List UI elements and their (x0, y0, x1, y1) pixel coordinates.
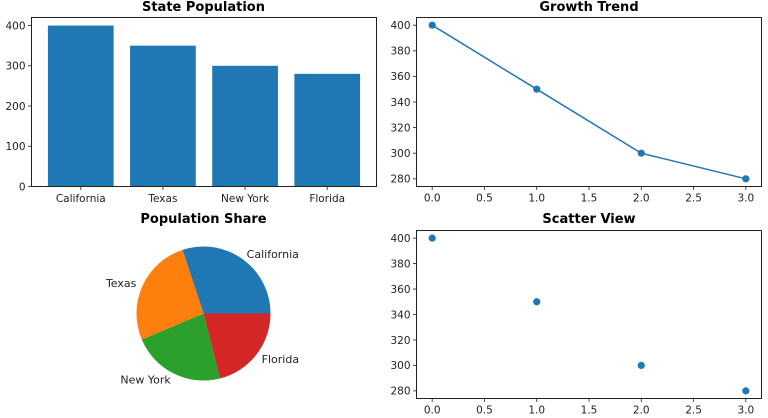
y-tick-label: 400 (390, 233, 410, 245)
scatter-point (533, 298, 541, 306)
y-tick-label: 380 (390, 46, 410, 58)
y-tick-label: 300 (390, 148, 410, 160)
y-tick-label: 300 (5, 61, 25, 73)
bar-axes-frame (31, 17, 377, 187)
x-tick-label: 0.0 (424, 193, 441, 205)
scatter-point (428, 234, 436, 242)
pie-label: New York (120, 374, 171, 387)
line-point (533, 85, 541, 93)
line-point (637, 149, 645, 157)
bar-florida (294, 73, 361, 187)
y-tick-label: 200 (5, 101, 25, 113)
y-tick-label: 400 (390, 20, 410, 32)
x-tick-label: 2.5 (685, 193, 702, 205)
pie-slice-california (182, 246, 271, 314)
x-tick-label: 1.0 (528, 193, 545, 205)
x-tick-label: 0.5 (476, 193, 493, 205)
line-x-axis: 0.0 0.5 1.0 1.5 2.0 2.5 3.0 (424, 186, 754, 205)
y-tick-label: 340 (390, 97, 410, 109)
scatter-x-axis: 0.0 0.5 1.0 1.5 2.0 2.5 3.0 (424, 398, 754, 417)
y-tick-label: 320 (390, 122, 410, 134)
scatter-marks (428, 234, 750, 395)
x-tick-label: 3.0 (737, 193, 754, 205)
bar-x-axis: California Texas New York Florida (56, 186, 345, 205)
pie-label: California (247, 248, 299, 261)
y-tick-label: 0 (19, 181, 26, 193)
pie-label: Florida (262, 353, 299, 366)
x-tick-label: 0.0 (424, 405, 441, 417)
scatter-axes-frame (416, 230, 762, 399)
pie-slice-texas (136, 249, 204, 340)
x-tick-label: Florida (309, 193, 345, 205)
pie-marks: California Texas New York Florida (105, 246, 299, 387)
y-tick-label: 280 (390, 386, 410, 398)
x-tick-label: 2.0 (633, 405, 650, 417)
pie-slice-florida (203, 313, 271, 379)
x-tick-label: Texas (147, 193, 177, 205)
pie-chart-panel: Population Share California Texas New York… (105, 212, 299, 387)
line-point (742, 175, 750, 183)
y-tick-label: 360 (390, 284, 410, 296)
x-tick-label: 1.5 (581, 193, 598, 205)
line-axes-frame (416, 17, 762, 187)
x-tick-label: 2.5 (685, 405, 702, 417)
y-tick-label: 400 (5, 20, 25, 32)
line-point (428, 21, 436, 29)
line-y-axis: 280 300 320 340 360 380 400 (390, 20, 417, 186)
bar-new-york (212, 65, 278, 187)
x-tick-label: 3.0 (737, 405, 754, 417)
line-marks (428, 21, 750, 183)
pie-chart-title: Population Share (140, 212, 266, 227)
y-tick-label: 280 (390, 174, 410, 186)
scatter-point (637, 361, 645, 370)
y-tick-label: 380 (390, 258, 410, 270)
x-tick-label: 1.0 (528, 405, 545, 417)
y-tick-label: 360 (390, 71, 410, 83)
bar-chart-title: State Population (142, 0, 265, 15)
pie-slice-new-york (141, 313, 220, 381)
x-tick-label: New York (221, 193, 270, 205)
x-tick-label: California (56, 193, 106, 205)
x-tick-label: 1.5 (581, 405, 598, 417)
y-tick-label: 300 (390, 360, 410, 372)
bar-texas (130, 45, 196, 187)
bar-y-axis: 0 100 200 300 400 (5, 20, 32, 193)
y-tick-label: 100 (5, 141, 25, 153)
y-tick-label: 340 (390, 309, 410, 321)
series-line (431, 24, 746, 180)
y-tick-label: 320 (390, 335, 410, 347)
pie-label: Texas (105, 277, 137, 290)
bar-marks (47, 25, 361, 187)
bar-chart-panel: State Population 0 100 200 300 400 Californi… (5, 0, 377, 205)
line-chart-title: Growth Trend (539, 0, 638, 15)
x-tick-label: 0.5 (476, 405, 493, 417)
x-tick-label: 2.0 (633, 193, 650, 205)
scatter-point (742, 387, 750, 395)
scatter-chart-title: Scatter View (542, 212, 635, 227)
scatter-y-axis: 280 300 320 340 360 380 400 (390, 233, 417, 398)
bar-california (47, 25, 114, 187)
